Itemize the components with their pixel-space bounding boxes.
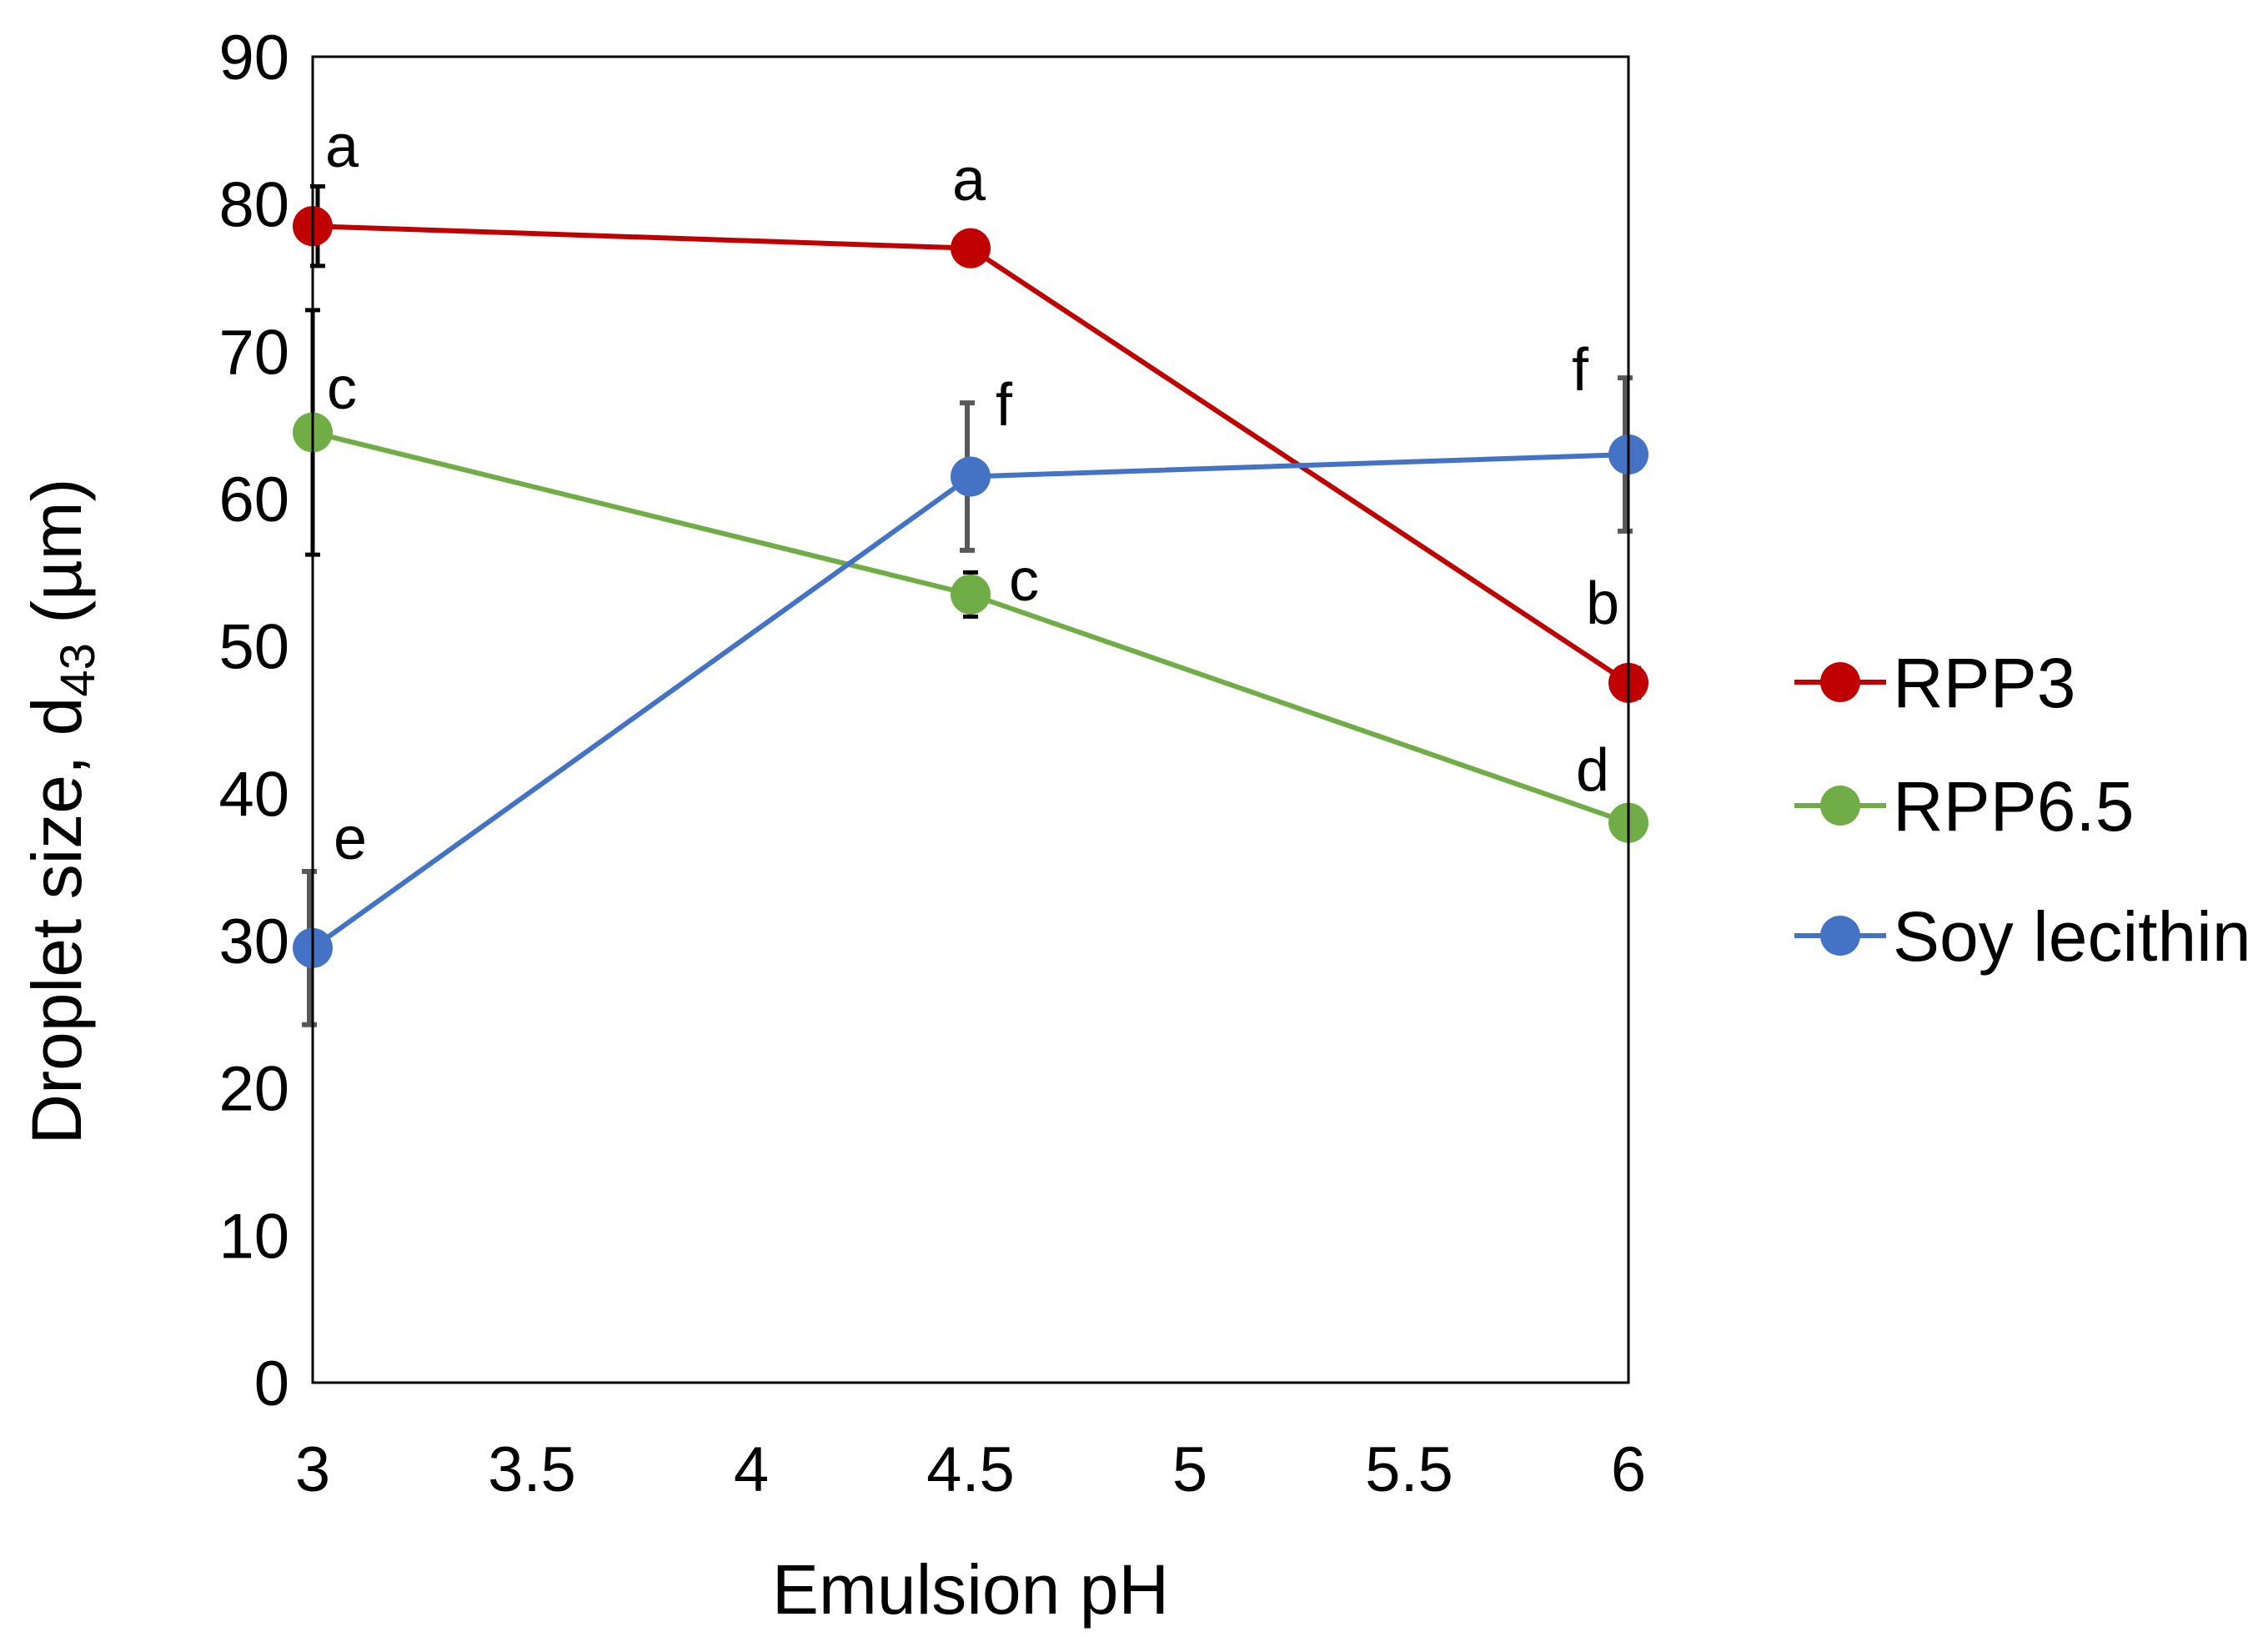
y-tick-label: 50 bbox=[218, 612, 289, 683]
legend-label: Soy lecithin bbox=[1893, 897, 2251, 976]
legend-label: RPP3 bbox=[1893, 644, 2075, 722]
significance-letter: f bbox=[996, 372, 1013, 439]
data-point bbox=[951, 574, 991, 615]
y-tick-label: 30 bbox=[218, 906, 289, 977]
x-tick-label: 4.5 bbox=[926, 1434, 1015, 1505]
x-tick-label: 3 bbox=[295, 1434, 330, 1505]
data-point bbox=[951, 228, 991, 269]
y-axis-label: Droplet size, d43 (µm) bbox=[18, 478, 105, 1144]
x-tick-label: 6 bbox=[1611, 1434, 1646, 1505]
y-tick-label: 70 bbox=[218, 317, 289, 388]
y-axis-label-main: Droplet size, d bbox=[18, 697, 96, 1145]
significance-letter: b bbox=[1586, 570, 1619, 637]
legend-marker bbox=[1820, 786, 1860, 826]
y-tick-label: 10 bbox=[218, 1201, 289, 1272]
x-tick-label: 4 bbox=[734, 1434, 769, 1505]
y-axis-label-unit: (µm) bbox=[18, 478, 96, 643]
significance-letter: c bbox=[1009, 547, 1039, 614]
legend-label: RPP6.5 bbox=[1893, 767, 2135, 846]
series-line bbox=[311, 452, 1629, 951]
y-tick-label: 0 bbox=[254, 1348, 289, 1419]
y-axis-label-subscript: 43 bbox=[51, 643, 105, 697]
significance-letter: a bbox=[952, 147, 986, 213]
legend-marker bbox=[1820, 916, 1860, 956]
x-tick-label: 5.5 bbox=[1365, 1434, 1453, 1505]
x-tick-label: 3.5 bbox=[488, 1434, 576, 1505]
y-tick-label: 60 bbox=[218, 464, 289, 535]
x-axis-ticks: 3 3.5 4 4.5 5 5.5 6 bbox=[295, 1434, 1646, 1505]
significance-letter: d bbox=[1576, 737, 1609, 804]
x-tick-label: 5 bbox=[1172, 1434, 1207, 1505]
y-tick-label: 40 bbox=[218, 759, 289, 830]
significance-labels: a a b c c d e f f bbox=[325, 113, 1619, 872]
series-points bbox=[293, 206, 1648, 968]
x-axis-label: Emulsion pH bbox=[772, 1550, 1169, 1629]
y-tick-label: 80 bbox=[218, 170, 289, 241]
y-tick-label: 90 bbox=[218, 23, 289, 93]
significance-letter: c bbox=[327, 355, 357, 422]
significance-letter: e bbox=[334, 806, 367, 872]
legend: RPP3 RPP6.5 Soy lecithin bbox=[1794, 644, 2251, 976]
legend-marker bbox=[1820, 662, 1860, 702]
y-axis-ticks: 0 10 20 30 40 50 60 70 80 90 bbox=[218, 23, 289, 1419]
data-point bbox=[951, 456, 991, 497]
plot-area-frame bbox=[311, 55, 1630, 1384]
significance-letter: a bbox=[325, 113, 359, 180]
y-tick-label: 20 bbox=[218, 1054, 289, 1125]
significance-letter: f bbox=[1572, 337, 1589, 404]
